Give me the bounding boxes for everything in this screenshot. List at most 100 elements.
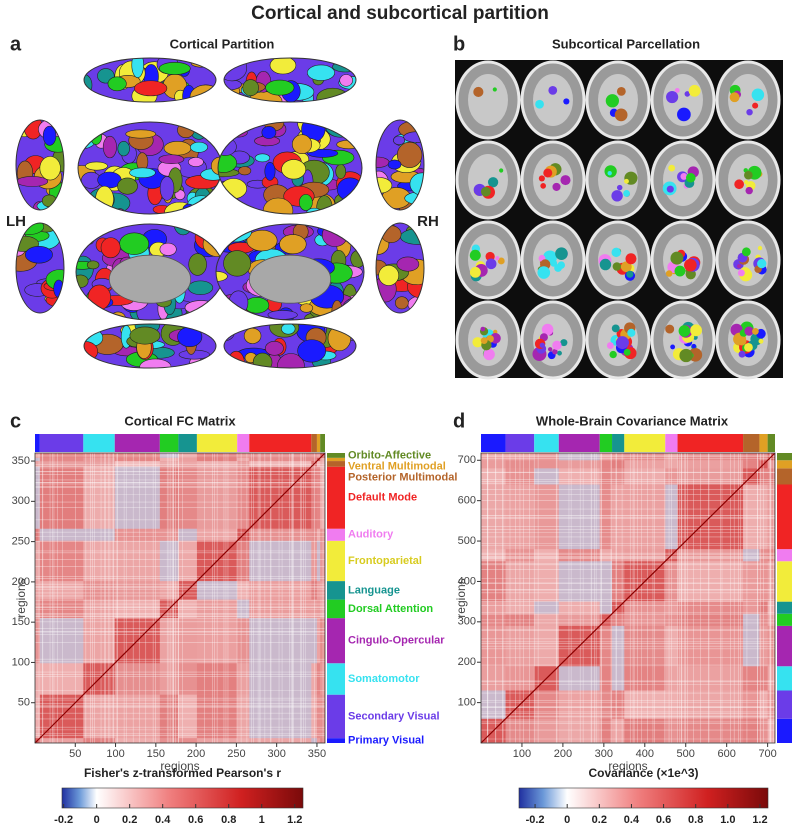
subcortical-parcel	[666, 185, 674, 193]
subcortical-parcel	[738, 350, 746, 358]
subcortical-parcel	[469, 249, 481, 261]
heatmap-block	[624, 484, 666, 550]
parcel	[238, 166, 252, 176]
subcortical-parcel	[744, 170, 753, 180]
subcortical-parcel	[758, 338, 764, 344]
network-bar-side	[327, 694, 345, 739]
subcortical-parcel	[737, 269, 745, 277]
parcel	[78, 203, 88, 214]
parcel	[332, 61, 356, 73]
colorbar-tick-label: 0.4	[155, 814, 171, 826]
parcel	[203, 225, 224, 242]
parcel	[243, 327, 262, 344]
network-bar-top	[612, 434, 625, 452]
subcortical-parcel	[679, 348, 693, 363]
network-bar-side	[777, 613, 792, 626]
subcortical-parcel	[606, 342, 614, 349]
heatmap-block	[35, 453, 40, 458]
parcel	[197, 224, 224, 236]
heatmap-block	[83, 738, 115, 743]
network-bar-side	[777, 561, 792, 602]
network-bar-top	[677, 434, 744, 452]
panel-letter: a	[10, 33, 22, 55]
y-tick-label: 150	[12, 616, 30, 628]
heatmap-block	[743, 561, 760, 602]
brain-outline	[83, 57, 217, 103]
parcel	[76, 306, 92, 320]
network-bar-top	[178, 434, 197, 452]
subcortical-parcel	[497, 257, 505, 265]
heatmap-block	[316, 453, 321, 458]
subcortical-parcel	[688, 84, 701, 97]
network-label: Language	[348, 584, 400, 596]
colorbar-label: Fisher's z-transformed Pearson's r	[84, 766, 281, 780]
parcel	[254, 153, 271, 163]
subcortical-parcel	[690, 324, 702, 337]
subcortical-parcel	[674, 265, 686, 277]
heatmap-block	[624, 453, 666, 461]
heatmap-block	[249, 663, 312, 695]
brain-outline	[217, 121, 363, 215]
parcel	[244, 296, 270, 314]
subcortical-parcel	[480, 337, 488, 345]
subcortical-parcel	[537, 266, 551, 279]
heatmap-block	[481, 666, 506, 691]
parcel	[125, 129, 157, 139]
parcel	[158, 62, 191, 75]
parcel	[78, 126, 98, 149]
parcel	[265, 79, 295, 96]
heatmap-block	[35, 599, 40, 619]
heatmap-block	[743, 549, 760, 562]
subcortical-parcel	[625, 253, 637, 265]
colorbar-label: Covariance (×1e^3)	[588, 766, 698, 780]
heatmap-block	[178, 663, 197, 695]
heatmap-block	[743, 690, 760, 719]
brain-surface	[16, 120, 64, 210]
y-tick-label: 500	[458, 535, 476, 547]
heatmap-block	[178, 599, 197, 619]
subcortical-parcel	[469, 266, 481, 278]
parcel	[415, 200, 424, 210]
colorbar-tick-label: 0.8	[688, 814, 703, 826]
parcel	[387, 159, 402, 170]
subcortical-parcel	[563, 98, 570, 105]
network-bar-side	[327, 461, 345, 467]
heatmap-block	[237, 581, 250, 600]
heatmap-block	[178, 694, 197, 739]
heatmap-block	[39, 599, 84, 619]
brain-outline	[15, 119, 65, 211]
heatmap-block	[35, 540, 40, 582]
parcel	[277, 353, 305, 368]
heatmap-block	[316, 694, 321, 739]
x-tick-label: 300	[595, 748, 613, 760]
colorbar-tick-label: -0.2	[526, 814, 545, 826]
heatmap-block	[178, 528, 197, 541]
heatmap-block	[612, 561, 625, 602]
heatmap-block	[558, 460, 600, 469]
x-tick-label: 200	[554, 748, 572, 760]
heatmap-block	[320, 540, 325, 582]
network-bar-side	[327, 618, 345, 664]
heatmap-block	[767, 561, 775, 602]
heatmap-block	[39, 453, 84, 458]
parcel	[227, 350, 245, 368]
heatmap-block	[249, 599, 312, 619]
subcortical-parcel	[623, 348, 631, 356]
network-bar-side	[777, 718, 792, 743]
heatmap-block	[39, 738, 84, 743]
heatmap-block	[481, 468, 506, 485]
heatmap-block	[83, 528, 115, 541]
parcel	[224, 312, 253, 320]
heatmap-block	[83, 457, 115, 462]
colorbar-tick-label: 0.6	[656, 814, 671, 826]
brain-outline	[83, 323, 217, 369]
heatmap-block	[677, 453, 744, 461]
heatmap-block	[237, 738, 250, 743]
subcortical-parcel	[483, 348, 495, 361]
heatmap-block	[320, 738, 325, 743]
heatmap-block	[39, 581, 84, 600]
parcel	[78, 192, 89, 206]
subcortical-parcel	[605, 94, 619, 108]
heatmap-block	[558, 468, 600, 485]
brain-outline	[375, 222, 425, 314]
